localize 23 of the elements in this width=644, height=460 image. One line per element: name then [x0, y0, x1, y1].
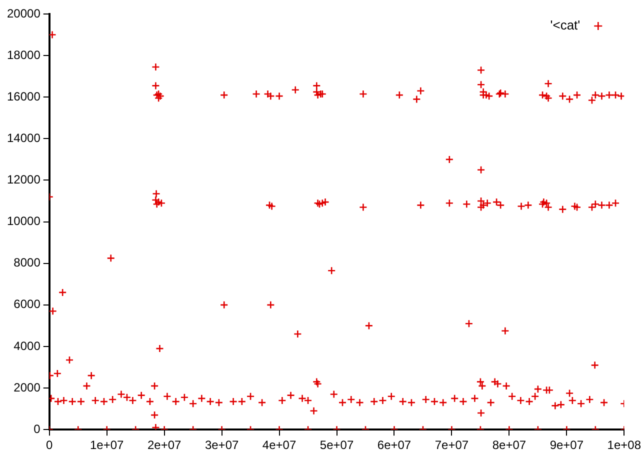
- x-tick-label: 1e+07: [90, 438, 124, 452]
- y-tick-label: 10000: [6, 214, 41, 228]
- x-tick-label: 1e+08: [607, 438, 642, 452]
- legend-label: '<cat': [550, 18, 580, 33]
- y-tick-label: 16000: [6, 89, 41, 104]
- y-tick-label: 2000: [14, 380, 41, 394]
- y-tick-label: 18000: [6, 48, 41, 62]
- x-tick-label: 7e+07: [434, 438, 469, 452]
- y-tick-label: 12000: [6, 172, 41, 187]
- y-tick-label: 8000: [14, 256, 41, 270]
- x-tick-label: 9e+07: [550, 438, 584, 452]
- x-tick-label: 2e+07: [147, 438, 182, 452]
- y-tick-label: 20000: [6, 6, 41, 20]
- x-tick-label: 5e+07: [320, 438, 354, 452]
- y-tick-label: 4000: [14, 338, 41, 353]
- y-tick-label: 6000: [14, 297, 41, 312]
- x-tick-label: 8e+07: [492, 438, 526, 452]
- y-tick-label: 0: [34, 422, 41, 436]
- y-tick-label: 14000: [6, 130, 41, 145]
- x-tick-label: 6e+07: [377, 438, 412, 452]
- x-tick-label: 0: [46, 438, 54, 452]
- x-tick-label: 3e+07: [204, 438, 239, 452]
- x-tick-label: 4e+07: [262, 438, 296, 452]
